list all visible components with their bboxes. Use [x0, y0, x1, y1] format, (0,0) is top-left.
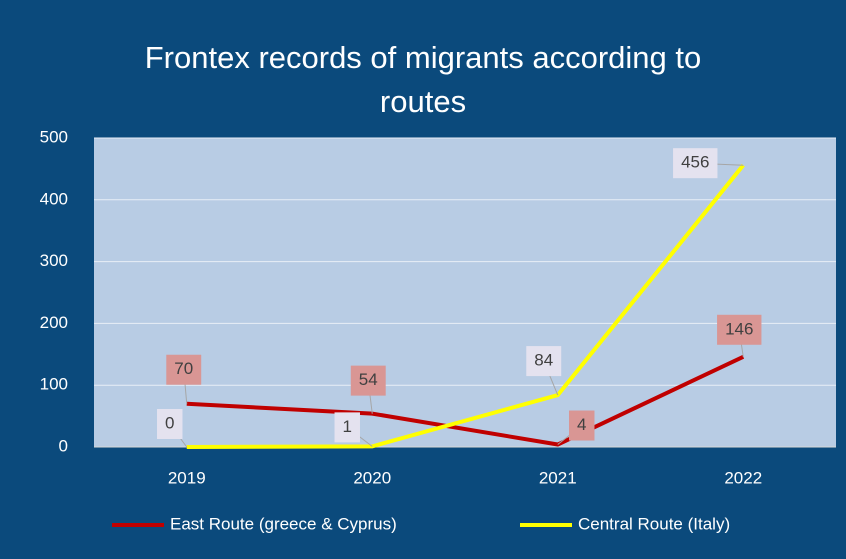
- x-tick-label: 2022: [724, 468, 762, 487]
- series-line: [186, 163, 745, 449]
- data-label-box: [334, 412, 360, 443]
- y-tick-label: 300: [40, 251, 68, 270]
- x-tick-label: 2021: [539, 468, 577, 487]
- data-label: 146: [725, 319, 753, 338]
- data-label-box: [569, 410, 595, 441]
- data-label: 4: [577, 415, 586, 434]
- data-label: 54: [359, 370, 378, 389]
- data-label-box: [166, 354, 202, 385]
- data-label-box: [350, 365, 386, 396]
- data-label: 456: [681, 153, 709, 172]
- series-line: [186, 354, 745, 447]
- y-tick-label: 0: [59, 436, 68, 455]
- data-label-box: [526, 346, 562, 377]
- data-label: 84: [534, 351, 553, 370]
- data-label: 70: [174, 359, 193, 378]
- data-label: 1: [343, 417, 352, 436]
- x-tick-label: 2020: [353, 468, 391, 487]
- chart-title: Frontex records of migrants according to…: [144, 40, 702, 119]
- legend-label: Central Route (Italy): [578, 514, 730, 533]
- y-tick-label: 400: [40, 189, 68, 208]
- y-tick-label: 200: [40, 313, 68, 332]
- data-label-box: [673, 148, 718, 179]
- data-label-box: [717, 314, 762, 345]
- y-tick-label: 500: [40, 127, 68, 146]
- y-tick-label: 100: [40, 375, 68, 394]
- plot-area: [94, 138, 836, 447]
- legend-label: East Route (greece & Cyprus): [170, 514, 397, 533]
- data-label-box: [157, 409, 183, 439]
- x-tick-label: 2019: [168, 468, 206, 487]
- data-label: 0: [165, 413, 174, 432]
